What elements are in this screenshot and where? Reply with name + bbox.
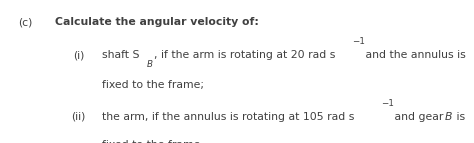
Text: , if the arm is rotating at 20 rad s: , if the arm is rotating at 20 rad s xyxy=(154,50,336,60)
Text: (c): (c) xyxy=(18,17,32,27)
Text: and gear: and gear xyxy=(391,112,447,122)
Text: −1: −1 xyxy=(382,99,394,108)
Text: shaft S: shaft S xyxy=(102,50,139,60)
Text: is: is xyxy=(453,112,465,122)
Text: −1: −1 xyxy=(352,37,365,46)
Text: B: B xyxy=(445,112,453,122)
Text: B: B xyxy=(146,60,153,69)
Text: (ii): (ii) xyxy=(71,112,85,122)
Text: (i): (i) xyxy=(73,50,85,60)
Text: Calculate the angular velocity of:: Calculate the angular velocity of: xyxy=(55,17,258,27)
Text: fixed to the frame.: fixed to the frame. xyxy=(102,140,204,143)
Text: the arm, if the annulus is rotating at 105 rad s: the arm, if the annulus is rotating at 1… xyxy=(102,112,354,122)
Text: fixed to the frame;: fixed to the frame; xyxy=(102,80,204,90)
Text: and the annulus is: and the annulus is xyxy=(362,50,465,60)
